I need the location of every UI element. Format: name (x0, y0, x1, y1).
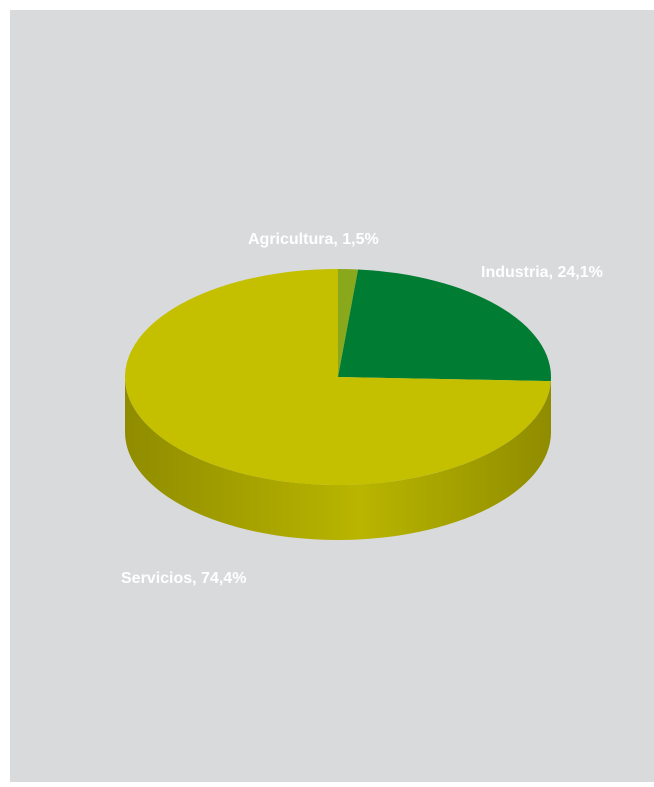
slice-industria (338, 269, 551, 382)
label-servicios: Servicios, 74,4% (121, 570, 246, 587)
label-agricultura: Agricultura, 1,5% (248, 231, 379, 248)
pie-tops (125, 269, 551, 485)
pie-side-wall (125, 377, 551, 540)
pie-sides (125, 377, 551, 540)
label-industria: Industria, 24,1% (481, 264, 603, 281)
slice-agricultura (338, 269, 359, 377)
slice-servicios (125, 269, 551, 485)
